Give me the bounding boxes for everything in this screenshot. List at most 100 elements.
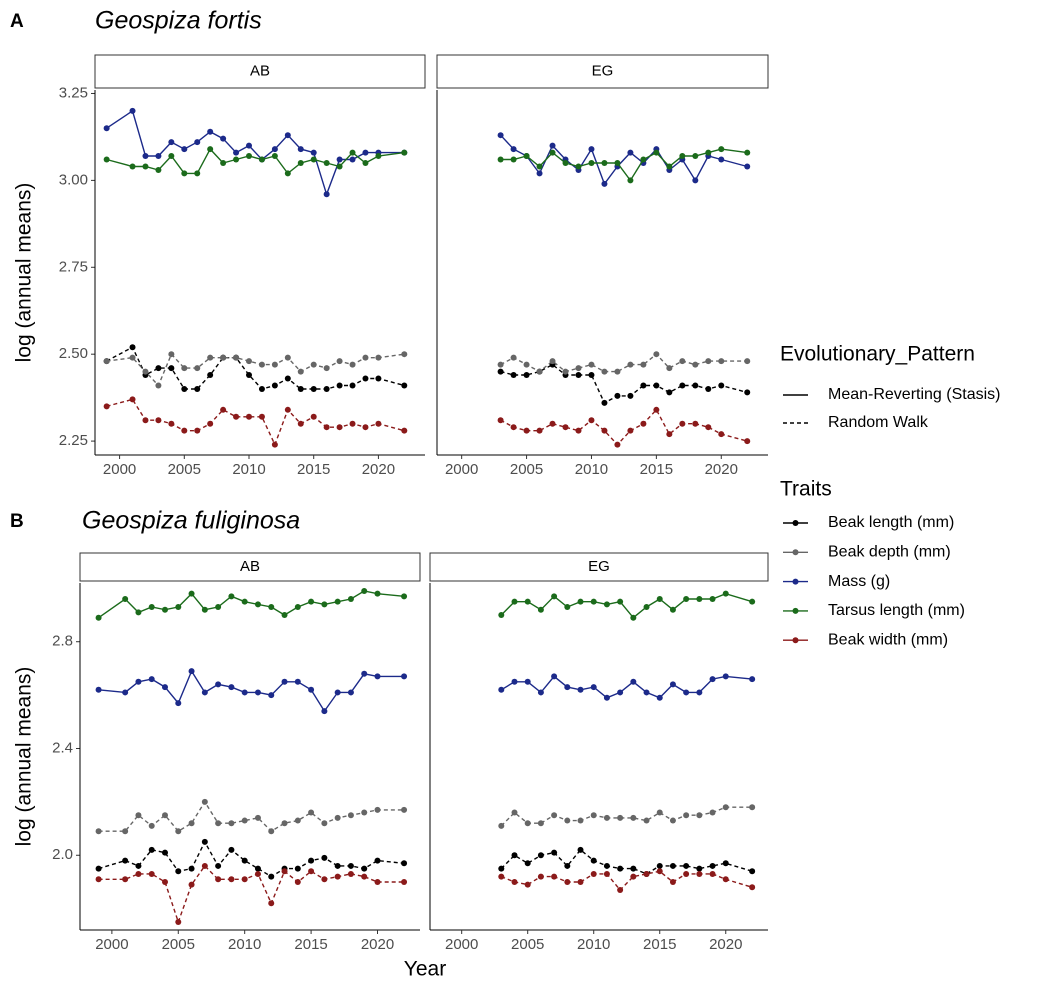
trait-point: [175, 604, 182, 611]
trait-point: [220, 160, 227, 166]
trait-point: [122, 596, 129, 603]
trait-point: [536, 163, 543, 170]
trait-point: [233, 413, 240, 420]
trait-point: [310, 149, 317, 156]
trait-point: [549, 358, 556, 365]
traits-legend-title: Traits: [780, 478, 832, 501]
trait-point: [129, 354, 136, 361]
trait-point: [744, 438, 751, 445]
trait-point: [95, 865, 102, 872]
trait-point: [511, 852, 518, 859]
trait-point: [268, 873, 275, 880]
trait-point: [498, 873, 505, 880]
trait-line: [98, 590, 405, 619]
trait-point: [375, 420, 382, 427]
trait-point: [284, 406, 291, 413]
pattern-legend-label: Mean-Reverting (Stasis): [828, 386, 1001, 403]
trait-point: [524, 881, 531, 888]
trait-point: [564, 604, 571, 611]
trait-point: [588, 361, 595, 368]
trait-point: [749, 598, 756, 605]
trait-point: [310, 413, 317, 420]
trait-point: [194, 170, 201, 177]
trait-point: [297, 420, 304, 427]
trait-point: [722, 860, 729, 867]
trait-point: [679, 420, 686, 427]
trait-point: [349, 156, 356, 163]
trait-point: [640, 420, 647, 427]
trait-point: [284, 132, 291, 139]
trait-point: [336, 163, 343, 170]
y-tick-label: 2.0: [52, 846, 73, 863]
trait-legend-label: Tarsus length (mm): [828, 602, 965, 619]
trait-point: [310, 385, 317, 392]
trait-point: [627, 392, 634, 399]
trait-legend-label: Beak width (mm): [828, 631, 948, 648]
trait-line: [106, 109, 405, 197]
trait-point: [374, 857, 381, 864]
trait-point: [175, 700, 182, 707]
trait-point: [188, 590, 195, 597]
trait-point: [401, 673, 408, 680]
trait-point: [679, 153, 686, 160]
trait-point: [696, 596, 703, 603]
trait-point: [537, 606, 544, 613]
trait-point: [284, 170, 291, 177]
trait-point: [498, 612, 505, 619]
trait-point: [401, 878, 408, 885]
strip-label: EG: [588, 558, 610, 575]
trait-point: [588, 372, 595, 379]
trait-point: [281, 678, 288, 685]
trait-point: [168, 139, 175, 146]
trait-point: [627, 427, 634, 434]
trait-legend-dot: [792, 578, 799, 585]
trait-point: [551, 873, 558, 880]
x-tick-label: 2020: [709, 936, 742, 953]
trait-point: [349, 361, 356, 368]
trait-point: [347, 870, 354, 877]
trait-point: [705, 358, 712, 365]
trait-line: [98, 669, 405, 713]
trait-point: [498, 865, 505, 872]
trait-point: [601, 180, 608, 187]
trait-point: [201, 798, 208, 805]
x-tick-label: 2015: [297, 461, 330, 478]
trait-point: [294, 604, 301, 611]
trait-point: [523, 153, 530, 160]
trait-point: [201, 838, 208, 845]
trait-point: [666, 389, 673, 396]
trait-point: [254, 601, 261, 608]
y-tick-label: 3.00: [59, 171, 88, 188]
trait-point: [228, 593, 235, 600]
trait-point: [294, 678, 301, 685]
trait-point: [510, 424, 517, 431]
trait-point: [374, 590, 381, 597]
trait-point: [175, 868, 182, 875]
trait-point: [233, 156, 240, 163]
trait-point: [103, 358, 110, 365]
y-tick-label: 2.4: [52, 739, 73, 756]
trait-point: [603, 814, 610, 821]
panel-title: Geospiza fortis: [95, 7, 262, 35]
trait-point: [181, 170, 188, 177]
trait-point: [220, 406, 227, 413]
trait-point: [562, 160, 569, 166]
strip: [79, 552, 421, 582]
trait-point: [666, 163, 673, 170]
trait-point: [162, 606, 168, 613]
trait-point: [564, 862, 571, 869]
trait-point: [617, 598, 624, 605]
trait-point: [588, 146, 595, 153]
trait-point: [297, 160, 304, 166]
trait-point: [523, 361, 530, 368]
trait-point: [228, 820, 235, 827]
trait-point: [188, 668, 195, 675]
trait-point: [135, 862, 142, 869]
trait-point: [129, 396, 136, 403]
trait-point: [549, 420, 556, 427]
x-tick-label: 2020: [705, 461, 738, 478]
trait-point: [361, 865, 368, 872]
trait-point: [497, 361, 504, 368]
trait-point: [129, 107, 136, 114]
trait-point: [523, 372, 530, 379]
